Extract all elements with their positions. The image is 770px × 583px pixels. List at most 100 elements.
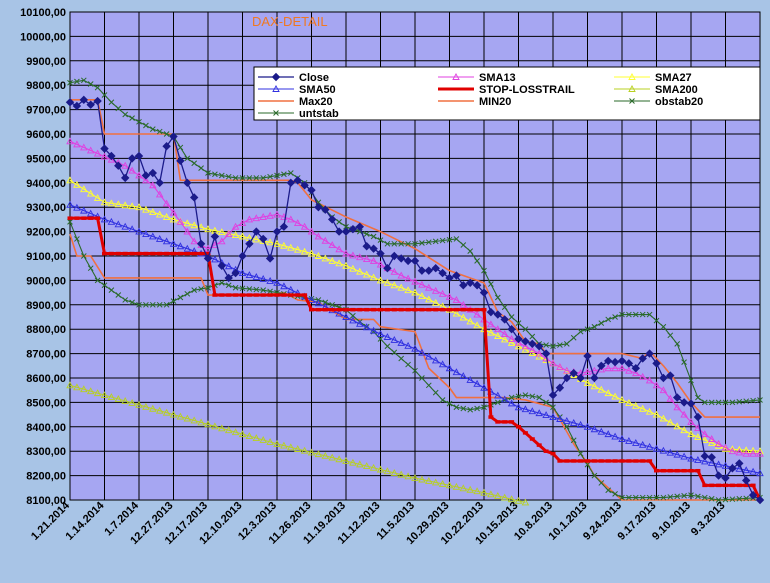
- data-point: [127, 154, 137, 163]
- data-point: [258, 234, 268, 244]
- legend-item: obstab20: [614, 96, 703, 108]
- data-point: [424, 266, 434, 275]
- data-point: [549, 413, 557, 420]
- data-point: [680, 410, 688, 418]
- data-point: [535, 349, 543, 357]
- data-point: [645, 349, 654, 358]
- data-point: [465, 278, 475, 288]
- y-tick-label: 9600,00: [26, 129, 66, 141]
- data-point: [563, 340, 570, 347]
- data-point: [349, 264, 357, 272]
- data-point: [231, 222, 240, 230]
- data-point: [680, 452, 688, 460]
- data-point: [425, 352, 433, 360]
- data-point: [203, 254, 213, 263]
- legend-label: SMA200: [655, 84, 698, 96]
- data-point: [177, 294, 184, 301]
- data-point: [142, 230, 150, 237]
- data-point: [148, 168, 158, 178]
- data-point: [679, 398, 689, 407]
- series-line: [70, 99, 760, 418]
- data-point: [335, 245, 343, 253]
- y-tick-label: 8200,00: [26, 471, 66, 483]
- data-point: [474, 258, 480, 264]
- data-point: [224, 273, 233, 283]
- data-point: [397, 271, 405, 279]
- legend-marker: [629, 98, 635, 104]
- data-point: [632, 369, 640, 377]
- data-point: [563, 417, 571, 424]
- data-point: [100, 391, 109, 399]
- data-point: [86, 209, 95, 217]
- data-point: [452, 309, 461, 317]
- data-point: [404, 472, 412, 480]
- data-point: [376, 249, 385, 258]
- data-point: [259, 274, 267, 282]
- data-point: [67, 79, 73, 86]
- data-point: [590, 425, 599, 433]
- data-point: [362, 270, 371, 278]
- data-point: [307, 448, 316, 456]
- y-tick-label: 8900,00: [26, 300, 66, 312]
- data-point: [452, 295, 461, 303]
- data-point: [673, 450, 681, 458]
- data-point: [390, 335, 399, 343]
- data-point: [238, 219, 247, 227]
- data-point: [246, 286, 253, 292]
- data-point: [522, 392, 529, 398]
- data-point: [108, 287, 115, 294]
- data-point: [149, 232, 157, 240]
- data-point: [369, 326, 378, 334]
- data-point: [176, 412, 185, 420]
- data-point: [715, 399, 722, 406]
- data-point: [638, 440, 647, 448]
- data-point: [198, 165, 204, 172]
- data-point: [645, 442, 654, 450]
- data-point: [108, 99, 115, 106]
- data-point: [342, 457, 350, 464]
- data-point: [646, 311, 653, 318]
- data-point: [507, 324, 516, 334]
- data-point: [515, 393, 522, 400]
- data-point: [204, 420, 212, 428]
- data-point: [93, 389, 102, 397]
- data-point: [459, 313, 468, 321]
- data-point: [598, 480, 605, 486]
- data-point: [363, 231, 370, 237]
- data-point: [652, 381, 661, 389]
- data-point: [94, 277, 101, 284]
- data-point: [390, 251, 399, 261]
- data-point: [694, 456, 702, 463]
- data-point: [467, 406, 474, 413]
- legend-label: SMA27: [655, 72, 692, 84]
- data-point: [755, 495, 765, 505]
- data-point: [342, 313, 350, 320]
- data-point: [155, 234, 164, 242]
- data-point: [659, 414, 668, 422]
- data-point: [355, 222, 365, 231]
- data-point: [86, 100, 95, 109]
- data-point: [265, 254, 275, 263]
- data-point: [528, 346, 537, 353]
- data-point: [362, 255, 371, 262]
- data-point: [107, 199, 116, 207]
- data-point: [748, 490, 758, 500]
- data-point: [66, 200, 74, 208]
- data-point: [550, 404, 556, 411]
- data-point: [445, 292, 454, 300]
- data-point: [204, 225, 212, 233]
- y-tick-label: 8300,00: [26, 446, 66, 458]
- data-point: [500, 330, 509, 338]
- data-point: [286, 178, 296, 188]
- data-point: [273, 210, 281, 218]
- series-close: [65, 95, 765, 505]
- data-point: [632, 401, 640, 409]
- legend-label: Close: [299, 72, 329, 84]
- data-point: [515, 320, 522, 326]
- data-point: [176, 156, 185, 166]
- data-point: [156, 128, 163, 135]
- data-point: [65, 98, 75, 107]
- data-point: [742, 449, 750, 457]
- data-point: [267, 173, 273, 180]
- data-point: [293, 445, 302, 452]
